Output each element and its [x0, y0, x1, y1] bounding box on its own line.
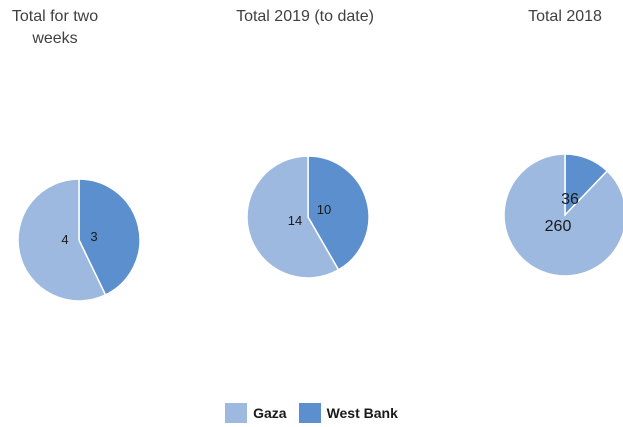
- pie-chart-2019: 14 10: [246, 155, 370, 279]
- pie-slice-gaza: [17, 178, 107, 302]
- legend-swatch-gaza: [225, 403, 248, 423]
- pie-slice-gaza: [246, 155, 340, 279]
- data-label-gaza: 260: [545, 218, 572, 235]
- legend: Gaza West Bank: [0, 403, 623, 423]
- legend-item-west-bank: West Bank: [298, 403, 398, 423]
- legend-label-gaza: Gaza: [253, 405, 287, 421]
- pie-slice-west-bank: [307, 155, 370, 271]
- data-label-gaza: 4: [61, 232, 68, 247]
- data-label-gaza: 14: [288, 213, 302, 228]
- pie-chart-2018: 260 36: [503, 153, 623, 277]
- data-label-west-bank: 10: [317, 202, 331, 217]
- data-label-west-bank: 3: [90, 229, 97, 244]
- chart-title-two-weeks: Total for two weeks: [11, 8, 99, 47]
- pie-slice-gaza: [503, 153, 623, 277]
- chart-title-2018: Total 2018: [528, 8, 602, 25]
- data-label-west-bank: 36: [561, 191, 579, 208]
- legend-swatch-west-bank: [298, 403, 321, 423]
- legend-label-west-bank: West Bank: [326, 405, 398, 421]
- pie-slice-west-bank: [78, 178, 141, 296]
- chart-title-2019: Total 2019 (to date): [236, 8, 374, 25]
- legend-item-gaza: Gaza: [225, 403, 287, 423]
